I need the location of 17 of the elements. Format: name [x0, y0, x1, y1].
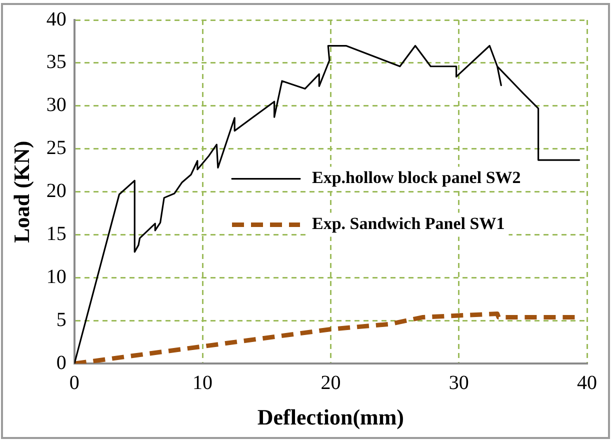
legend-label: Exp.hollow block panel SW2 [312, 168, 521, 188]
y-tick-label: 0 [56, 352, 66, 374]
y-tick-label: 35 [46, 51, 66, 74]
y-tick-label: 40 [46, 8, 66, 30]
y-tick-label: 30 [46, 94, 66, 116]
x-tick-label: 40 [577, 372, 597, 394]
legend-label: Exp. Sandwich Panel SW1 [312, 214, 505, 234]
y-tick-label: 15 [46, 223, 66, 245]
x-tick-label: 20 [320, 372, 341, 394]
y-tick-label: 5 [56, 308, 66, 331]
y-axis-title: Load (KN) [8, 140, 34, 243]
y-tick-label: 10 [46, 266, 66, 288]
x-axis-title: Deflection(mm) [257, 404, 404, 430]
y-tick-label: 25 [46, 137, 66, 160]
x-tick-label: 10 [192, 372, 213, 394]
y-tick-label: 20 [46, 180, 66, 202]
x-tick-label: 30 [448, 372, 469, 394]
